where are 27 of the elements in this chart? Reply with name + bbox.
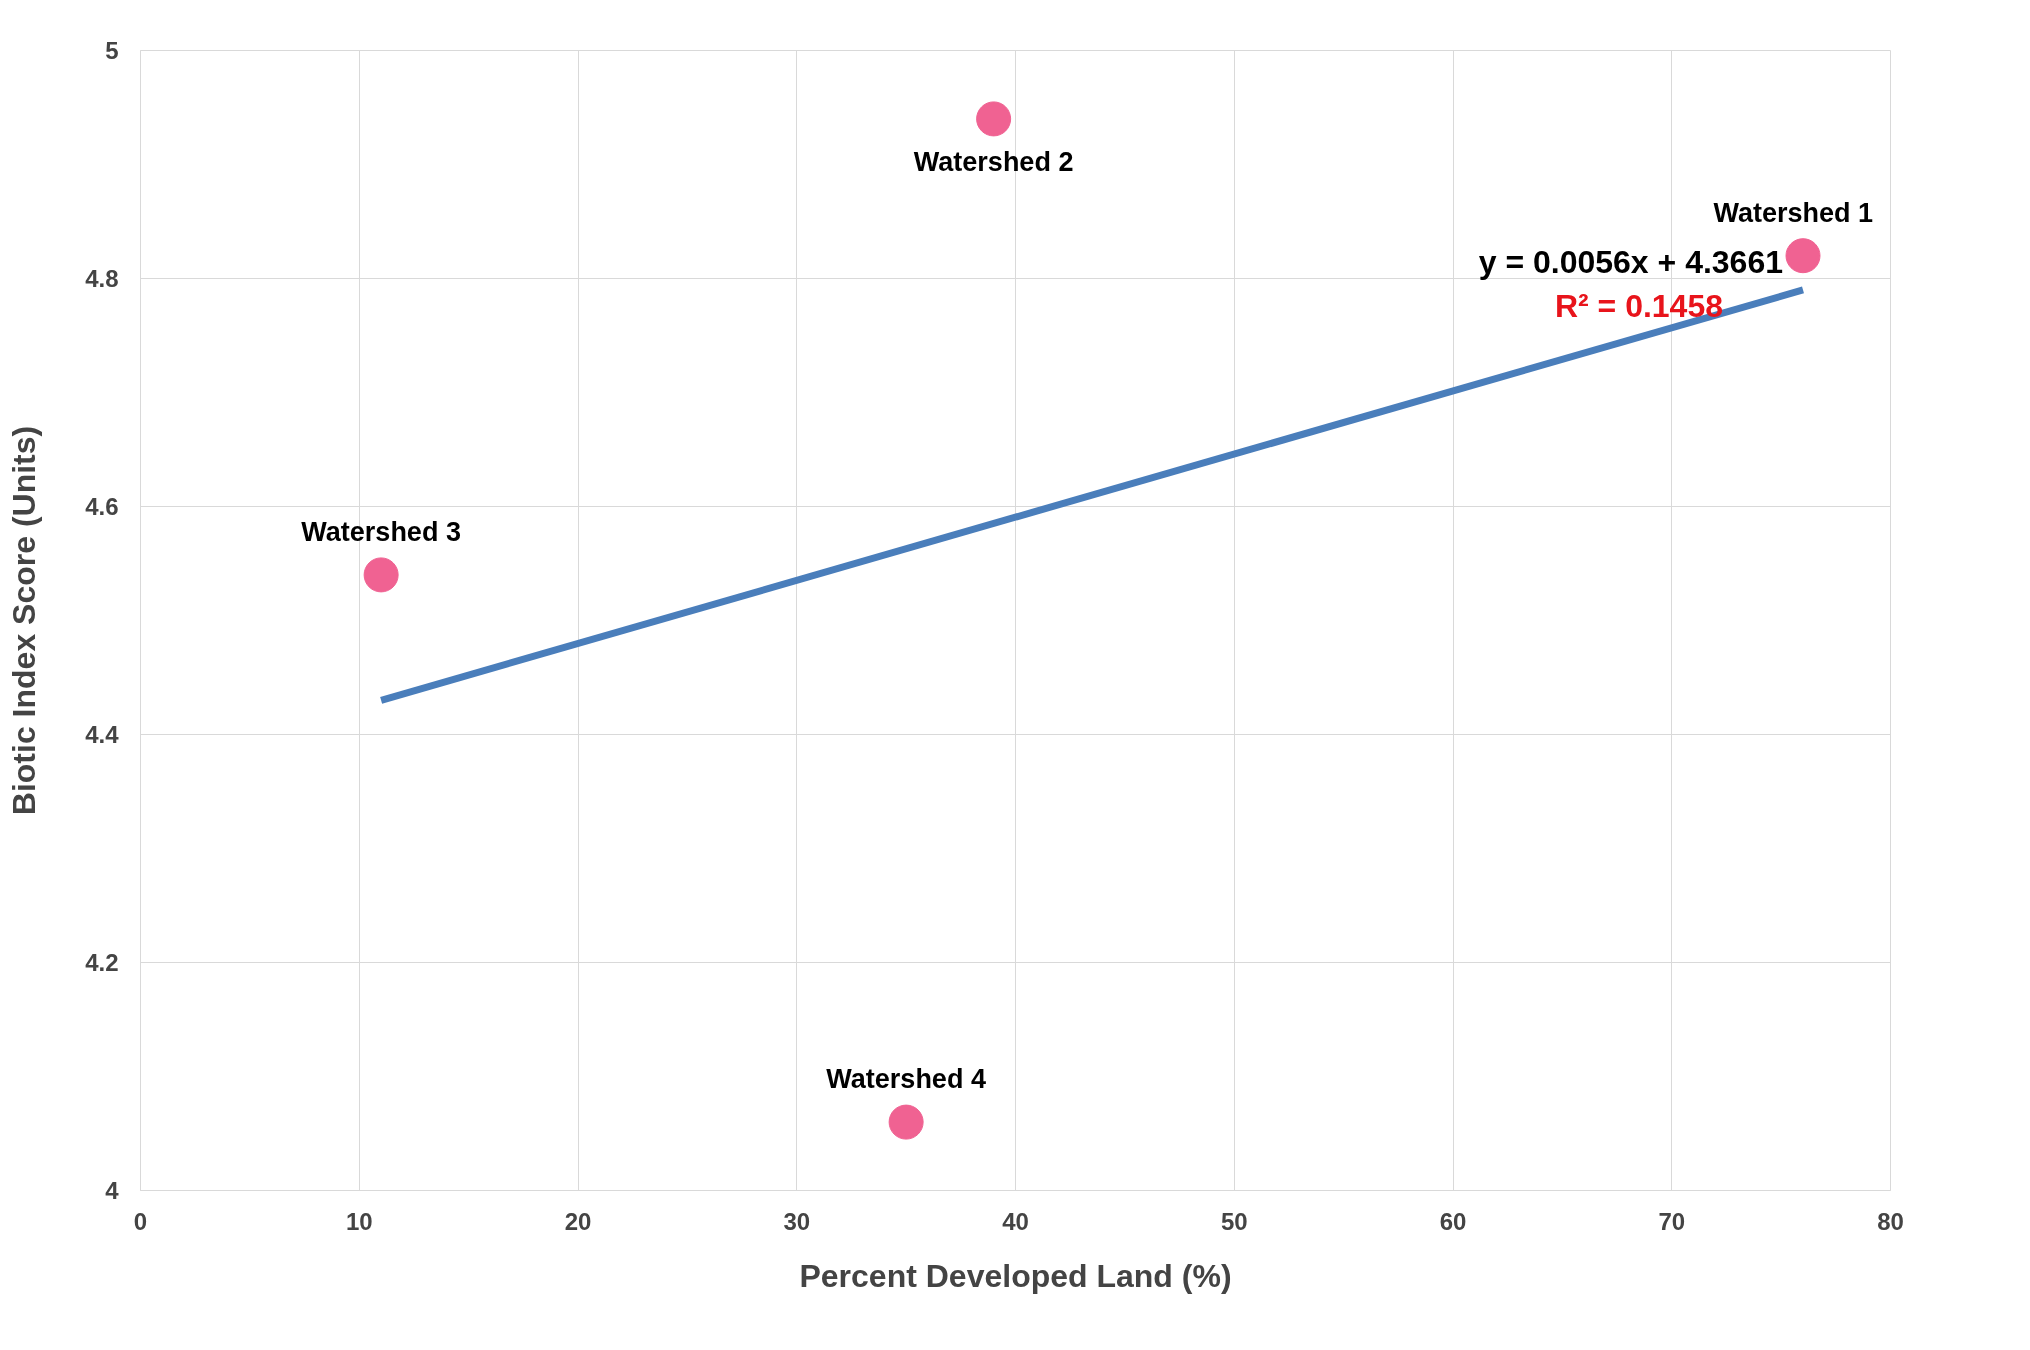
annotation: Watershed 4 — [826, 1064, 986, 1095]
y-tick-label: 4 — [105, 1177, 120, 1204]
x-tick-label: 60 — [1439, 1207, 1467, 1235]
x-axis-title: Percent Developed Land (%) — [799, 1257, 1232, 1294]
y-tick-label: 4.6 — [85, 493, 119, 520]
point — [363, 557, 399, 593]
y-axis-title: Biotic Index Score (Units) — [6, 425, 43, 816]
annotation: y = 0.0056x + 4.3661 — [1478, 243, 1783, 280]
x-tick-label: 10 — [345, 1207, 373, 1235]
annotation: Watershed 3 — [301, 516, 461, 547]
point — [888, 1104, 924, 1140]
y-tick-label: 5 — [105, 37, 119, 64]
x-tick-label: 80 — [1877, 1207, 1904, 1235]
x-tick-label: 50 — [1220, 1207, 1248, 1235]
point — [976, 101, 1012, 137]
x-tick-label: 70 — [1658, 1207, 1686, 1235]
y-tick-label: 4.4 — [85, 721, 120, 748]
x-tick-label: 40 — [1002, 1207, 1029, 1235]
annotation: Watershed 2 — [913, 146, 1074, 177]
x-tick-label: 20 — [564, 1207, 592, 1235]
x-tick-label: 30 — [783, 1207, 811, 1235]
y-tick-label: 4.8 — [85, 265, 119, 292]
y-tick-label: 4.2 — [85, 949, 119, 976]
annotation: Watershed 1 — [1713, 197, 1874, 228]
annotation: R² = 0.1458 — [1554, 287, 1723, 324]
x-tick-label: 0 — [133, 1207, 148, 1235]
point — [1785, 238, 1821, 274]
